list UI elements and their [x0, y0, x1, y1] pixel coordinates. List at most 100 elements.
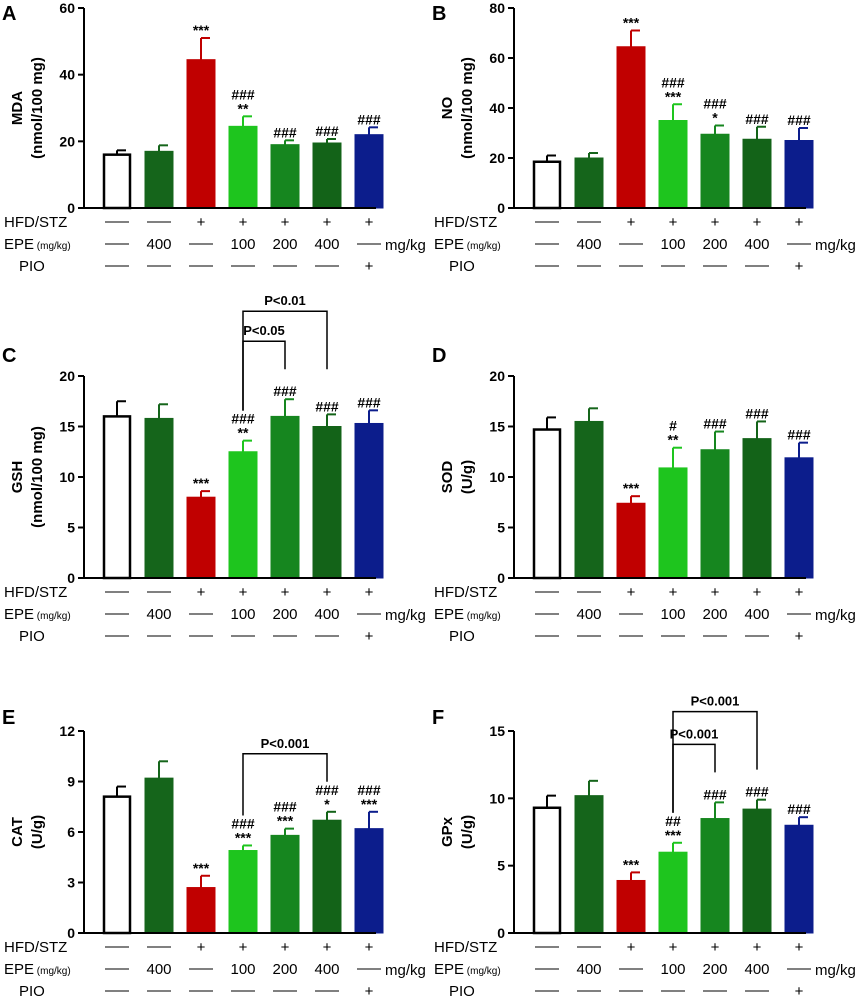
row-label-hfd: HFD/STZ — [434, 939, 497, 956]
cell-value: + — [197, 584, 206, 601]
y-axis-unit-label: (nmol/100 mg) — [29, 426, 46, 528]
significance-label: # — [669, 418, 677, 434]
y-axis-label: MDA — [9, 91, 26, 125]
bar — [700, 449, 730, 579]
row-label-pio: PIO — [449, 258, 475, 275]
significance-label: ### — [231, 86, 255, 102]
cell-value: 100 — [660, 606, 685, 623]
row-label-epe: EPE (mg/kg) — [4, 606, 71, 623]
cell-value: + — [197, 939, 206, 956]
significance-label: ### — [745, 784, 769, 800]
row-label-epe-unit: (mg/kg) — [464, 241, 501, 252]
bar — [616, 46, 646, 209]
comparison-p-value: P<0.001 — [691, 694, 740, 709]
row-label-pio: PIO — [19, 628, 45, 645]
y-tick-label: 20 — [59, 368, 75, 384]
row-label-epe-unit: (mg/kg) — [34, 966, 71, 977]
row-label-hfd: HFD/STZ — [434, 214, 497, 231]
panel-letter: F — [432, 707, 444, 729]
panel-letter: C — [2, 345, 16, 367]
significance-label: ** — [238, 100, 249, 116]
bar — [312, 142, 342, 209]
cell-value: 400 — [314, 961, 339, 978]
y-tick-label: 5 — [497, 858, 505, 874]
comparison-p-value: P<0.01 — [264, 293, 306, 308]
significance-label: ### — [703, 416, 727, 432]
cell-value: + — [627, 939, 636, 956]
cell-value: 100 — [230, 961, 255, 978]
cell-value: + — [323, 584, 332, 601]
bar — [532, 428, 562, 580]
cell-value: + — [711, 939, 720, 956]
row-unit-suffix: mg/kg — [385, 962, 426, 979]
y-tick-label: 5 — [67, 520, 75, 536]
bar — [574, 795, 604, 934]
y-tick-label: 40 — [59, 67, 75, 83]
cell-value: + — [239, 584, 248, 601]
row-label-epe: EPE (mg/kg) — [434, 961, 501, 978]
bar — [354, 134, 384, 209]
bar — [228, 850, 258, 934]
bar — [742, 808, 772, 934]
row-label-pio: PIO — [19, 983, 45, 996]
significance-label: *** — [193, 22, 210, 38]
row-label-hfd: HFD/STZ — [4, 939, 67, 956]
y-axis-unit-label: (U/g) — [459, 460, 476, 494]
significance-label: ### — [787, 112, 811, 128]
bar — [574, 420, 604, 579]
bar — [700, 818, 730, 934]
row-label-epe-unit: (mg/kg) — [34, 611, 71, 622]
cell-value: + — [365, 628, 374, 645]
y-axis-label: CAT — [9, 817, 26, 847]
row-unit-suffix: mg/kg — [385, 607, 426, 624]
bar — [616, 502, 646, 579]
bar — [312, 819, 342, 934]
cell-value: + — [795, 258, 804, 275]
bar — [784, 457, 814, 579]
significance-label: *** — [193, 475, 210, 491]
y-axis-label: SOD — [439, 461, 456, 494]
cell-value: + — [239, 939, 248, 956]
significance-label: ### — [273, 124, 297, 140]
significance-label: ** — [238, 425, 249, 441]
comparison-bracket — [672, 710, 758, 813]
significance-label: *** — [361, 796, 378, 812]
cell-value: 400 — [576, 961, 601, 978]
significance-label: ### — [703, 96, 727, 112]
bar — [532, 806, 562, 935]
cell-value: + — [365, 214, 374, 231]
row-label-hfd: HFD/STZ — [4, 214, 67, 231]
y-tick-label: 15 — [59, 419, 75, 435]
row-label-pio: PIO — [19, 258, 45, 275]
cell-value: + — [669, 214, 678, 231]
significance-label: *** — [665, 827, 682, 843]
significance-label: ### — [357, 394, 381, 410]
cell-value: + — [711, 584, 720, 601]
cell-value: + — [281, 214, 290, 231]
cell-value: + — [753, 214, 762, 231]
y-tick-label: 40 — [489, 100, 505, 116]
bar — [228, 125, 258, 209]
cell-value: + — [281, 584, 290, 601]
significance-label: ### — [357, 111, 381, 127]
significance-label: * — [324, 796, 330, 812]
significance-label: ### — [273, 799, 297, 815]
bar — [532, 160, 562, 210]
row-label-hfd: HFD/STZ — [4, 584, 67, 601]
row-label-epe: EPE (mg/kg) — [4, 236, 71, 253]
y-tick-label: 12 — [59, 723, 75, 739]
significance-label: ### — [315, 398, 339, 414]
y-tick-label: 15 — [489, 723, 505, 739]
cell-value: 100 — [230, 606, 255, 623]
cell-value: + — [323, 939, 332, 956]
comparison-bracket — [242, 753, 328, 816]
cell-value: 400 — [576, 236, 601, 253]
row-unit-suffix: mg/kg — [815, 237, 856, 254]
y-tick-label: 0 — [497, 925, 505, 941]
bar — [742, 438, 772, 579]
cell-value: + — [753, 939, 762, 956]
